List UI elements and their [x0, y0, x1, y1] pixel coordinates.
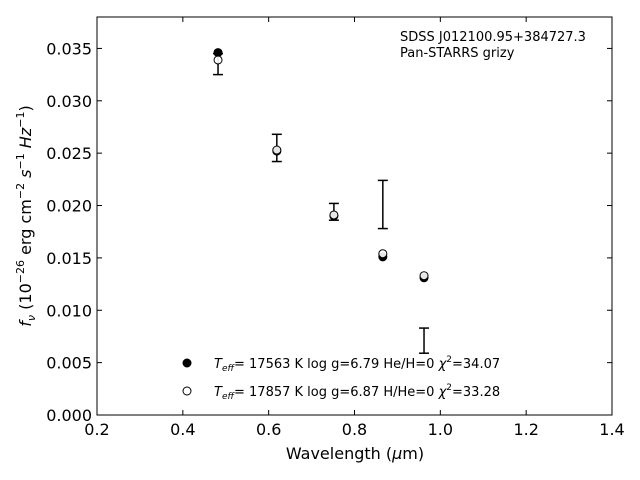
y-tick-label: 0.025 [46, 144, 92, 163]
legend: Teff= 17563 K log g=6.79 He/H=0 χ2=34.07… [182, 355, 500, 402]
y-tick-label: 0.015 [46, 249, 92, 268]
annotation-survey: Pan-STARRS grizy [400, 46, 515, 61]
legend-marker-open [182, 386, 192, 396]
data-point-open [419, 271, 429, 281]
y-tick-label: 0.035 [46, 39, 92, 58]
x-tick-label: 1.4 [599, 420, 624, 439]
data-point-open [378, 249, 388, 259]
x-axis-ticks: 0.2 0.4 0.6 0.8 1.0 1.2 1.4 [84, 17, 625, 439]
legend-marker-filled [182, 358, 192, 368]
data-point-filled [213, 48, 223, 58]
legend-entry-2: Teff= 17857 K log g=6.87 H/He=0 χ2=33.28 [214, 383, 500, 402]
legend-entry-1: Teff= 17563 K log g=6.79 He/H=0 χ2=34.07 [214, 355, 500, 374]
annotation-object-name: SDSS J012100.95+384727.3 [400, 30, 586, 45]
x-tick-label: 0.4 [170, 420, 195, 439]
data-point-open [329, 210, 339, 220]
x-tick-label: 0.6 [256, 420, 281, 439]
y-axis-ticks: 0.000 0.005 0.010 0.015 0.020 0.025 0.030 0.035 [46, 39, 612, 425]
x-tick-label: 1.0 [428, 420, 453, 439]
y-tick-label: 0.010 [46, 301, 92, 320]
x-tick-label: 1.2 [513, 420, 538, 439]
x-tick-label: 0.2 [84, 420, 109, 439]
x-tick-label: 0.8 [342, 420, 367, 439]
model-points [213, 48, 429, 283]
data-point-open [213, 55, 223, 65]
y-tick-label: 0.020 [46, 197, 92, 216]
y-tick-label: 0.000 [46, 406, 92, 425]
y-axis-label: fν (10−26 erg cm−2 s−1 Hz−1) [14, 105, 38, 326]
data-point-open [272, 145, 282, 155]
y-tick-label: 0.030 [46, 92, 92, 111]
y-tick-label: 0.005 [46, 354, 92, 373]
x-axis-label: Wavelength (μm) [286, 444, 424, 463]
